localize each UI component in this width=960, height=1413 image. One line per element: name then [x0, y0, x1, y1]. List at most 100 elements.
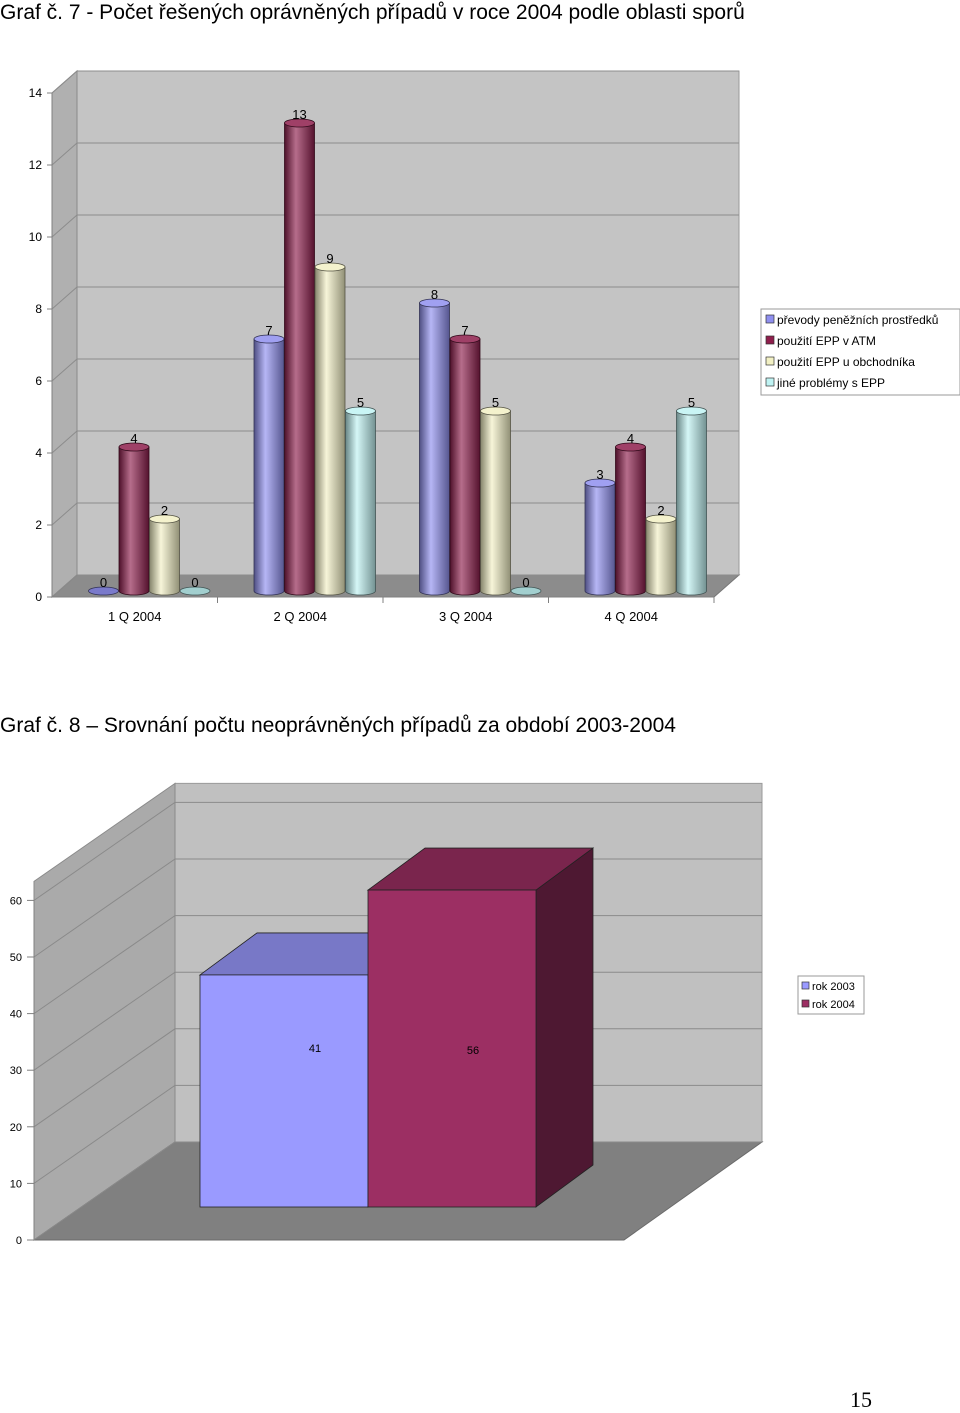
chart-heading: Graf č. 8 – Srovnání počtu neoprávněných…: [0, 714, 676, 737]
bar: [253, 334, 285, 596]
gridline: [51, 214, 739, 238]
chart-heading: Graf č. 7 - Počet řešených oprávněných p…: [0, 1, 745, 24]
data-label: 8: [431, 287, 438, 302]
data-label: 7: [265, 323, 272, 338]
y-tick-label: 20: [10, 1122, 22, 1134]
bar-top: [179, 586, 211, 596]
gridline: [51, 502, 739, 526]
legend-label: rok 2004: [812, 999, 855, 1011]
bar: [676, 406, 707, 596]
legend-box: [760, 308, 960, 396]
bar: [366, 847, 595, 1208]
y-tick-label: 8: [35, 302, 42, 316]
data-label: 5: [492, 395, 499, 410]
bar: [449, 334, 481, 596]
data-label: 4: [130, 431, 137, 446]
legend-label: rok 2003: [812, 981, 855, 993]
data-label: 7: [461, 323, 468, 338]
data-label: 2: [161, 503, 168, 518]
x-tick-label: 4 Q 2004: [605, 609, 659, 624]
legend-swatch: [765, 335, 775, 345]
bar-body: [284, 122, 315, 596]
data-label: 13: [292, 107, 306, 122]
side-wall: [51, 69, 78, 599]
bar-body: [645, 518, 677, 596]
bar: [179, 586, 211, 596]
bar: [645, 514, 677, 596]
bar-top: [345, 406, 376, 416]
bar: [88, 586, 119, 596]
y-tick-label: 14: [29, 86, 43, 100]
y-tick-label: 12: [29, 158, 43, 172]
y-tick-label: 50: [10, 952, 22, 964]
gridline: [51, 142, 739, 166]
bar: [584, 478, 616, 596]
bar: [480, 406, 511, 596]
bar-body: [419, 302, 450, 596]
bar-front: [367, 889, 537, 1208]
gridline: [51, 430, 739, 454]
bar: [615, 442, 646, 596]
legend-swatch: [765, 314, 775, 324]
bar-body: [149, 518, 180, 596]
y-tick-label: 2: [35, 518, 42, 532]
bar-top: [510, 586, 542, 596]
bar-top: [88, 586, 119, 596]
bar-top: [480, 406, 511, 416]
y-tick-label: 0: [16, 1235, 22, 1247]
x-tick-label: 1 Q 2004: [108, 609, 162, 624]
gridline: [51, 286, 739, 310]
bar-body: [118, 446, 150, 596]
bar-top: [314, 262, 346, 272]
data-label: 56: [467, 1045, 479, 1057]
bar: [149, 514, 180, 596]
data-label: 0: [522, 575, 529, 590]
data-label: 0: [191, 575, 198, 590]
page-number: 15: [850, 1387, 872, 1412]
legend-swatch: [801, 999, 810, 1008]
data-label: 5: [688, 395, 695, 410]
data-label: 5: [357, 395, 364, 410]
gridline: [51, 70, 739, 94]
bar: [510, 586, 542, 596]
bar-side: [535, 847, 594, 1208]
bar-body: [253, 338, 285, 596]
bar-top: [118, 442, 150, 452]
bar-top: [253, 334, 285, 344]
gridline: [33, 801, 762, 901]
y-tick-label: 60: [10, 895, 22, 907]
y-tick-label: 40: [10, 1009, 22, 1021]
data-label: 2: [657, 503, 664, 518]
x-tick-label: 3 Q 2004: [439, 609, 493, 624]
bar-body: [615, 446, 646, 596]
bar-top: [419, 298, 450, 308]
y-tick-label: 10: [10, 1178, 22, 1190]
y-tick-label: 30: [10, 1065, 22, 1077]
legend-swatch: [765, 377, 775, 387]
data-label: 0: [100, 575, 107, 590]
bar-top: [645, 514, 677, 524]
data-label: 3: [596, 467, 603, 482]
legend: převody peněžních prostředků použití EPP …: [760, 308, 960, 396]
bar-front: [199, 974, 369, 1208]
bar-top: [284, 118, 315, 128]
bar-top: [584, 478, 616, 488]
bar-body: [480, 410, 511, 596]
bar-body: [314, 266, 346, 596]
bar: [314, 262, 346, 596]
cylinder-bar-chart: 0 2 4 6 8 10 12 14 1 Q 2004 2 Q 2004 3 Q 2004 4 Q 2…: [29, 69, 960, 624]
bar-body: [584, 482, 616, 596]
box-bar-chart: 0 10 20 30 40 50 60 41 56 rok 2003 rok 2004: [10, 782, 865, 1247]
bar-top: [149, 514, 180, 524]
bar-top: [676, 406, 707, 416]
bar-top: [615, 442, 646, 452]
gridline: [51, 358, 739, 382]
data-label: 41: [309, 1043, 321, 1055]
legend-label: použití EPP u obchodníka: [777, 355, 915, 369]
gridline: [51, 574, 739, 598]
bar-body: [345, 410, 376, 596]
bar-top: [449, 334, 481, 344]
x-tick-label: 2 Q 2004: [274, 609, 328, 624]
bar: [345, 406, 376, 596]
y-tick-label: 0: [35, 590, 42, 604]
